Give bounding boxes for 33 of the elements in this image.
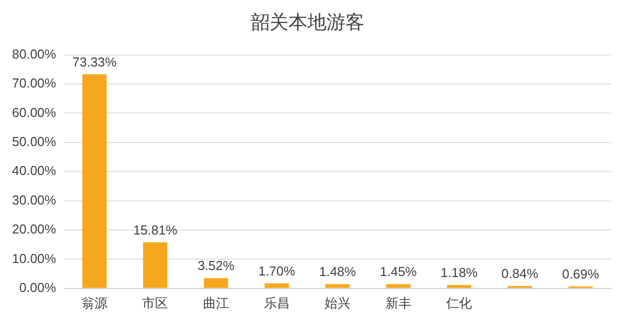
data-label: 1.18% xyxy=(440,265,478,280)
x-tick-label: 曲江 xyxy=(203,296,230,312)
data-label: 73.33% xyxy=(72,54,117,70)
x-tick-label: 乐昌 xyxy=(264,296,290,312)
data-label: 1.48% xyxy=(319,264,356,280)
data-label: 1.70% xyxy=(258,264,296,279)
bar xyxy=(386,284,410,288)
x-tick-label: 翁源 xyxy=(81,296,108,312)
chart-title: 韶关本地游客 xyxy=(250,11,364,34)
bar xyxy=(82,74,107,288)
data-label: 3.52% xyxy=(198,258,235,274)
y-tick-label: 80.00% xyxy=(12,46,57,62)
x-tick-label: 始兴 xyxy=(324,296,351,312)
y-tick-label: 20.00% xyxy=(12,222,57,237)
data-label: 15.81% xyxy=(133,222,178,238)
y-tick-label: 60.00% xyxy=(12,104,57,120)
y-tick-label: 40.00% xyxy=(12,163,57,178)
bar xyxy=(143,242,168,288)
y-tick-label: 50.00% xyxy=(12,134,57,149)
x-tick-label: 新丰 xyxy=(385,296,412,312)
y-tick-label: 10.00% xyxy=(12,250,57,266)
y-tick-label: 70.00% xyxy=(12,76,57,91)
bar xyxy=(446,284,472,288)
y-tick-label: 0.00% xyxy=(19,280,57,295)
data-label: 0.69% xyxy=(562,266,600,282)
data-label: 0.84% xyxy=(501,266,539,282)
bar xyxy=(204,278,228,288)
data-label: 1.45% xyxy=(380,264,418,280)
x-tick-label: 仁化 xyxy=(445,296,472,312)
x-tick-label: 市区 xyxy=(142,296,168,312)
bar xyxy=(325,284,350,288)
bar xyxy=(264,283,289,288)
y-tick-label: 30.00% xyxy=(12,192,57,208)
